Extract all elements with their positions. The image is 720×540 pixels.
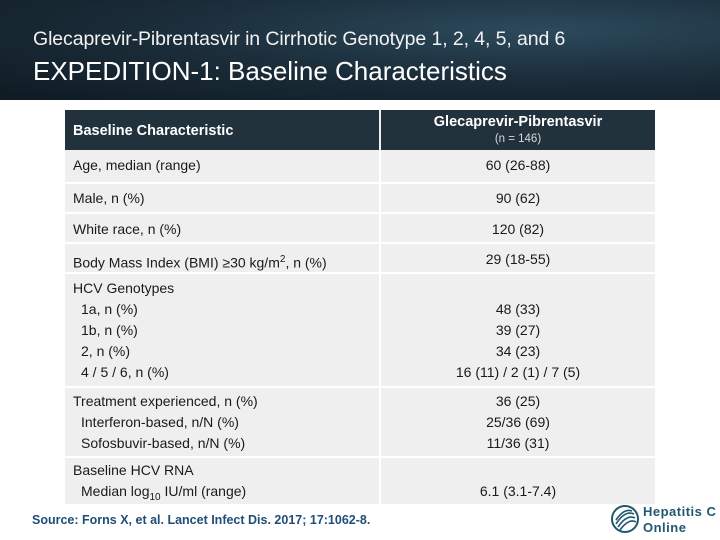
treatment-experienced-label: Treatment experienced, n (%) (73, 393, 258, 409)
row-label-suffix: , n (%) (285, 254, 327, 271)
column-header-characteristic-label: Baseline Characteristic (73, 123, 234, 139)
row-label: Male, n (%) (73, 190, 145, 206)
table-row: White race, n (%) 120 (82) (65, 212, 655, 244)
median-log-text: Median log (81, 483, 150, 499)
column-divider (379, 150, 381, 504)
genotype-1a-label: 1a, n (%) (81, 301, 138, 317)
sofosbuvir-based-value: 11/36 (31) (486, 435, 550, 451)
median-log-suffix: IU/ml (range) (160, 483, 247, 499)
title-banner: Glecaprevir-Pibrentasvir in Cirrhotic Ge… (0, 0, 720, 100)
column-header-sample-size: (n = 146) (494, 133, 542, 145)
table-row: Baseline HCV RNA Median log10 IU/ml (ran… (65, 456, 655, 506)
genotype-2-value: 34 (23) (495, 343, 541, 359)
row-label-text: Body Mass Index (BMI) ≥30 kg/m (73, 254, 280, 271)
genotype-1b-value: 39 (27) (495, 322, 541, 338)
row-value: 36 (25) 25/36 (69) 11/36 (31) (381, 391, 655, 454)
row-label: Age, median (range) (73, 157, 201, 173)
genotypes-heading: HCV Genotypes (73, 280, 175, 296)
slide-subtitle: Glecaprevir-Pibrentasvir in Cirrhotic Ge… (33, 28, 566, 50)
slide-title: EXPEDITION-1: Baseline Characteristics (33, 56, 507, 86)
logo-line-2: Online (643, 520, 687, 535)
sofosbuvir-based-label: Sofosbuvir-based, n/N (%) (81, 435, 246, 451)
interferon-based-value: 25/36 (69) (486, 414, 550, 430)
table-row: Age, median (range) 60 (26-88) (65, 150, 655, 182)
hepatitis-c-online-logo-icon (611, 505, 639, 533)
column-header-treatment-label: Glecaprevir-Pibrentasvir (433, 114, 603, 130)
treatment-experienced-value: 36 (25) (495, 393, 541, 409)
row-value: 29 (18-55) (485, 251, 551, 267)
column-header-treatment: Glecaprevir-Pibrentasvir (n = 146) (381, 110, 655, 150)
genotype-456-value: 16 (11) / 2 (1) / 7 (5) (455, 364, 581, 380)
row-label: Treatment experienced, n (%) Interferon-… (73, 391, 258, 454)
genotype-456-label: 4 / 5 / 6, n (%) (81, 364, 169, 380)
table-row: HCV Genotypes 1a, n (%) 1b, n (%) 2, n (… (65, 272, 655, 388)
genotype-2-label: 2, n (%) (81, 343, 131, 359)
row-value: 6.1 (3.1-7.4) (479, 483, 557, 499)
logo-line-1: Hepatitis C (643, 504, 717, 519)
row-value: 48 (33) 39 (27) 34 (23) 16 (11) / 2 (1) … (381, 299, 655, 383)
row-value: 120 (82) (491, 221, 545, 237)
baseline-characteristics-table: Baseline Characteristic Glecaprevir-Pibr… (65, 110, 655, 504)
median-log-subscript: 10 (149, 491, 161, 503)
baseline-rna-label: Baseline HCV RNA (73, 462, 194, 478)
genotype-1a-value: 48 (33) (495, 301, 541, 317)
hepatitis-c-online-logo: Hepatitis C Online (610, 500, 716, 536)
row-value: 60 (26-88) (485, 157, 551, 173)
row-label-superscript: 2 (279, 254, 286, 265)
row-value: 90 (62) (495, 190, 541, 206)
table-row: Male, n (%) 90 (62) (65, 182, 655, 214)
median-log-label: Median log10 IU/ml (range) (73, 481, 246, 508)
column-header-characteristic: Baseline Characteristic (65, 110, 379, 150)
interferon-based-label: Interferon-based, n/N (%) (81, 414, 239, 430)
source-citation: Source: Forns X, et al. Lancet Infect Di… (32, 513, 371, 527)
row-label: Body Mass Index (BMI) ≥30 kg/m2, n (%) (73, 249, 327, 274)
table-row: Treatment experienced, n (%) Interferon-… (65, 386, 655, 458)
row-label: Baseline HCV RNA Median log10 IU/ml (ran… (73, 460, 246, 508)
table-row: Body Mass Index (BMI) ≥30 kg/m2, n (%) 2… (65, 242, 655, 274)
row-label: HCV Genotypes 1a, n (%) 1b, n (%) 2, n (… (73, 278, 174, 383)
row-label: White race, n (%) (73, 221, 182, 237)
genotype-1b-label: 1b, n (%) (81, 322, 138, 338)
